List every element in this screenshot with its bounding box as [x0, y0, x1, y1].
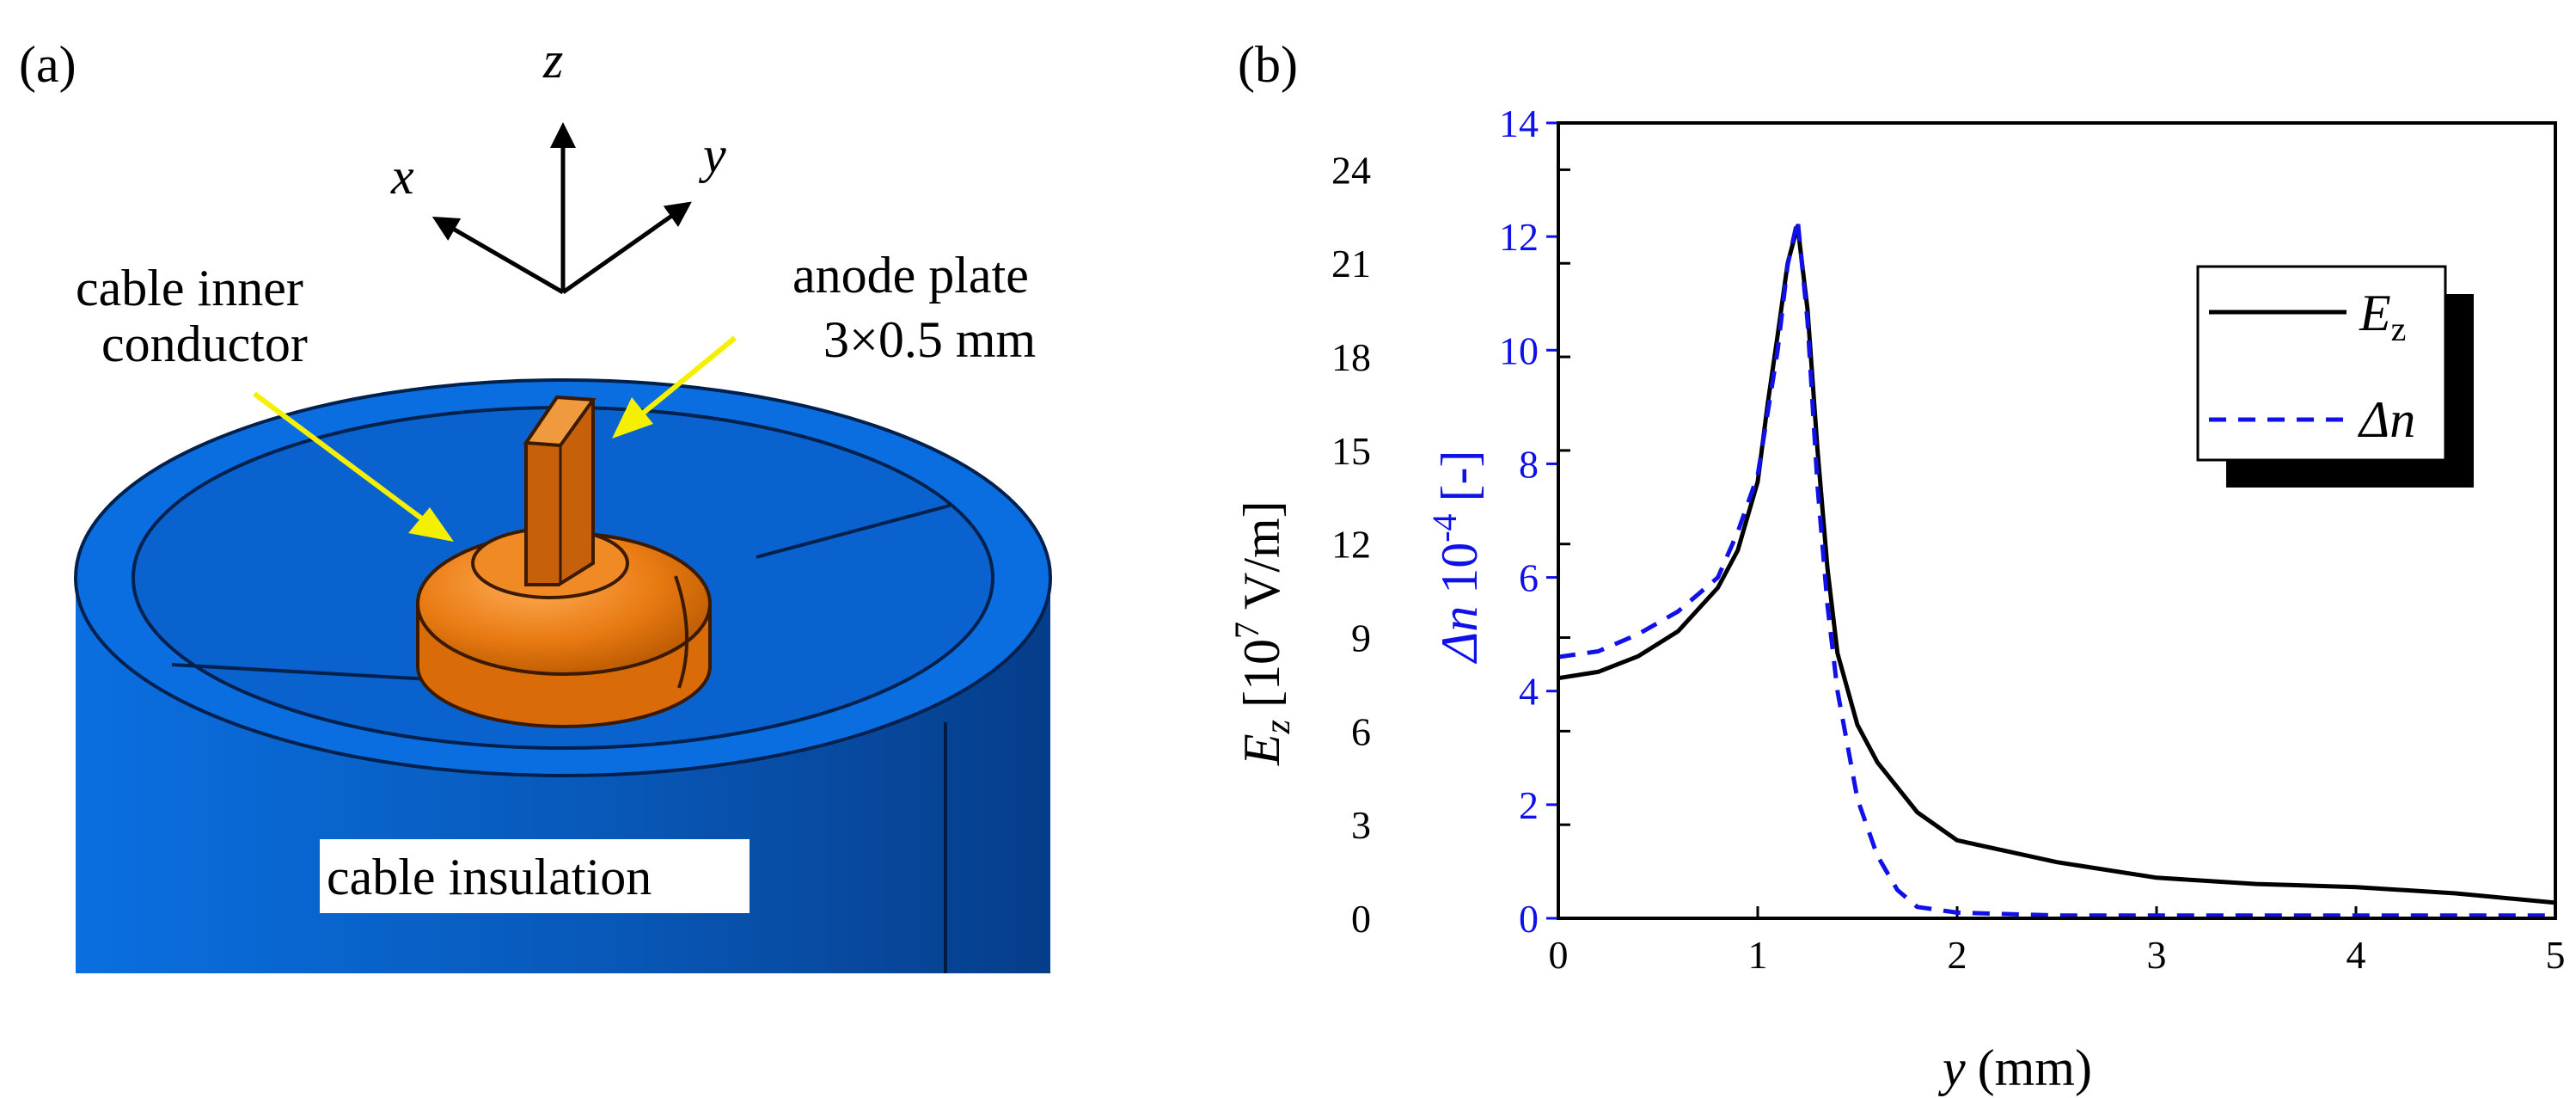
conductor-pointer-line	[253, 391, 431, 527]
x-axis-arrow	[431, 216, 565, 295]
plot-frame	[1557, 121, 2557, 920]
x-axis-title: y (mm)	[1937, 1040, 2092, 1096]
left-tick-label: 3	[1351, 803, 1371, 847]
insulation-label: cable insulation	[327, 849, 652, 905]
anode-pointer-head	[612, 397, 653, 439]
x-tick-label: 5	[2546, 933, 2566, 977]
left-tick-label: 12	[1331, 523, 1371, 567]
anode-plate-label: anode plate	[792, 247, 1029, 304]
right-tick-label: 8	[1519, 442, 1539, 486]
right-axis-title: Δn10-4[-]	[1425, 451, 1488, 665]
left-tick-label: 0	[1351, 897, 1371, 941]
legend-dn-label: Δn	[2358, 391, 2415, 448]
x-axis-label: x	[390, 148, 414, 205]
cable-model	[74, 378, 1052, 973]
insulation-label-box	[320, 839, 750, 913]
conductor-seam	[674, 575, 689, 689]
anode-pointer-line	[639, 335, 737, 418]
inner-conductor-label-line1: cable inner	[76, 260, 303, 316]
panel-a-tag: (a)	[19, 36, 76, 93]
right-tick-label: 14	[1499, 101, 1539, 145]
legend: Ez Δn	[2196, 265, 2474, 488]
left-tick-label: 21	[1331, 242, 1371, 285]
conductor-pointer-head	[408, 507, 454, 542]
ez-series-line	[1557, 224, 2556, 905]
panel-a: (a) z x y	[19, 32, 1052, 973]
dn-series-line	[1557, 217, 2555, 918]
left-tick-label: 15	[1331, 429, 1371, 473]
legend-box	[2196, 265, 2447, 462]
left-tick-label: 9	[1351, 616, 1371, 660]
x-tick-label: 2	[1948, 933, 1967, 977]
anode-plate	[523, 395, 597, 586]
y-axis-label: y	[698, 126, 726, 183]
right-tick-label: 12	[1499, 215, 1539, 259]
left-axis-title: Ez[107V/m]	[1227, 500, 1298, 766]
right-tick-label: 4	[1519, 670, 1539, 714]
y-axis-arrow	[561, 201, 692, 295]
right-axis-ticks: 0 2 4 6 8 10 12 14	[1499, 101, 1558, 941]
right-tick-label: 6	[1519, 556, 1539, 600]
right-tick-label: 0	[1519, 897, 1539, 941]
x-tick-label: 0	[1549, 933, 1569, 977]
anode-dims-label: 3×0.5 mm	[823, 311, 1036, 368]
x-tick-label: 4	[2347, 933, 2366, 977]
legend-ez-label: Ez	[2359, 285, 2406, 348]
coordinate-axes	[431, 122, 692, 295]
top-face-section-lines	[171, 504, 951, 681]
anode-plate-top	[523, 395, 597, 448]
panel-b: (b) Ez[107V/m] Δn10-4[-] y (mm) 036912151…	[1227, 36, 2566, 1096]
plot-series	[1557, 217, 2556, 918]
x-axis-ticks: 0 1 2 3 4 5	[1549, 906, 2566, 977]
left-tick-label: 24	[1331, 148, 1371, 192]
pointer-arrows	[253, 335, 737, 542]
right-tick-label: 10	[1499, 328, 1539, 372]
left-tick-label: 18	[1331, 335, 1371, 379]
panel-b-tag: (b)	[1238, 36, 1298, 93]
inner-conductor-label-line2: conductor	[101, 316, 308, 372]
z-axis-label: z	[542, 32, 563, 89]
right-tick-label: 2	[1519, 783, 1539, 827]
x-tick-label: 1	[1748, 933, 1768, 977]
left-tick-label: 6	[1351, 709, 1371, 753]
x-tick-label: 3	[2147, 933, 2167, 977]
